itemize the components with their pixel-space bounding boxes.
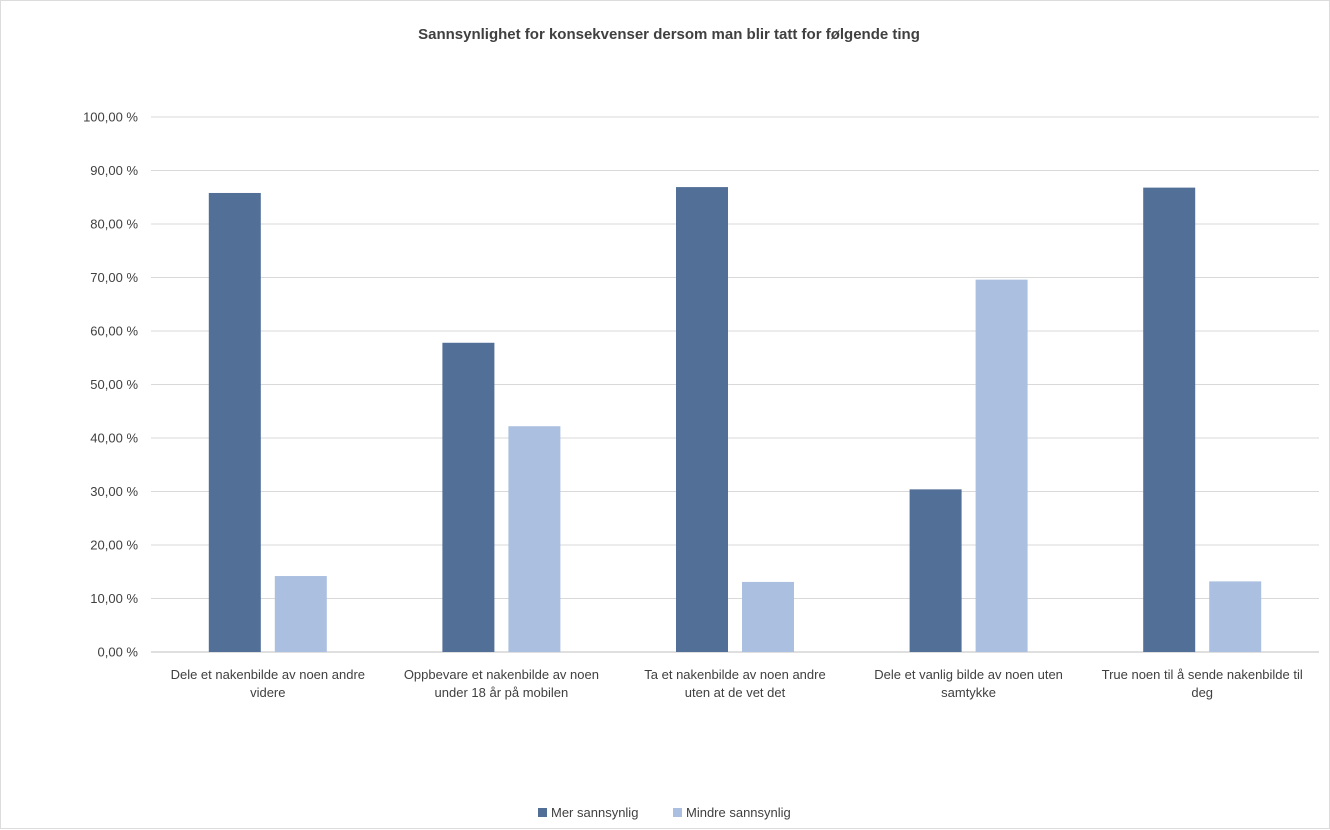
- bar-mer-sannsynlig-3: [676, 187, 728, 652]
- bar-mindre-sannsynlig-4: [975, 279, 1028, 652]
- x-axis-category-labels: Dele et nakenbilde av noen andre videre Op…: [171, 667, 1303, 700]
- chart-title: Sannsynlighet for konsekvenser dersom ma…: [418, 26, 920, 43]
- gridlines: [151, 116, 1319, 653]
- y-axis-tick-labels: 0,00 % 10,00 % 20,00 % 30,00 % 40,00 % 50,00 …: [83, 110, 138, 660]
- x-category-label: Oppbevare et nakenbilde av noen under 18 …: [404, 667, 599, 700]
- bar-mer-sannsynlig-1: [208, 192, 261, 652]
- bar-mer-sannsynlig-4: [909, 489, 962, 652]
- legend: Mer sannsynlig Mindre sannsynlig: [538, 805, 791, 820]
- legend-swatch: [538, 808, 547, 817]
- bar-mer-sannsynlig-5: [1143, 187, 1196, 652]
- x-category-label-line: samtykke: [941, 685, 996, 700]
- x-category-label-line: Dele et nakenbilde av noen andre: [171, 667, 365, 682]
- x-category-label-line: Dele et vanlig bilde av noen uten: [874, 667, 1063, 682]
- y-tick-label: 20,00 %: [90, 538, 138, 553]
- bar-mindre-sannsynlig-1: [274, 576, 327, 652]
- x-category-label: Dele et vanlig bilde av noen uten samtykk…: [874, 667, 1063, 700]
- bar-mindre-sannsynlig-3: [742, 581, 794, 652]
- legend-label: Mer sannsynlig: [551, 805, 638, 820]
- x-category-label-line: Oppbevare et nakenbilde av noen: [404, 667, 599, 682]
- y-tick-label: 60,00 %: [90, 324, 138, 339]
- y-tick-label: 0,00 %: [98, 645, 139, 660]
- x-category-label: True noen til å sende nakenbilde til deg: [1102, 667, 1303, 700]
- x-category-label-line: True noen til å sende nakenbilde til: [1102, 667, 1303, 682]
- bars: [208, 187, 1262, 652]
- x-category-label-line: under 18 år på mobilen: [435, 685, 569, 700]
- y-tick-label: 90,00 %: [90, 163, 138, 178]
- y-tick-label: 10,00 %: [90, 591, 138, 606]
- y-tick-label: 50,00 %: [90, 377, 138, 392]
- x-category-label-line: uten at de vet det: [685, 685, 786, 700]
- y-tick-label: 30,00 %: [90, 484, 138, 499]
- x-category-label: Ta et nakenbilde av noen andre uten at de…: [644, 667, 825, 700]
- y-tick-label: 70,00 %: [90, 270, 138, 285]
- x-category-label-line: Ta et nakenbilde av noen andre: [644, 667, 825, 682]
- bar-mindre-sannsynlig-2: [508, 426, 561, 652]
- bar-mindre-sannsynlig-5: [1209, 581, 1262, 652]
- bar-mer-sannsynlig-2: [442, 342, 495, 652]
- legend-swatch: [673, 808, 682, 817]
- x-category-label: Dele et nakenbilde av noen andre videre: [171, 667, 365, 700]
- y-tick-label: 80,00 %: [90, 217, 138, 232]
- y-tick-label: 100,00 %: [83, 110, 138, 125]
- x-category-label-line: deg: [1191, 685, 1213, 700]
- y-tick-label: 40,00 %: [90, 431, 138, 446]
- legend-label: Mindre sannsynlig: [686, 805, 791, 820]
- x-category-label-line: videre: [250, 685, 285, 700]
